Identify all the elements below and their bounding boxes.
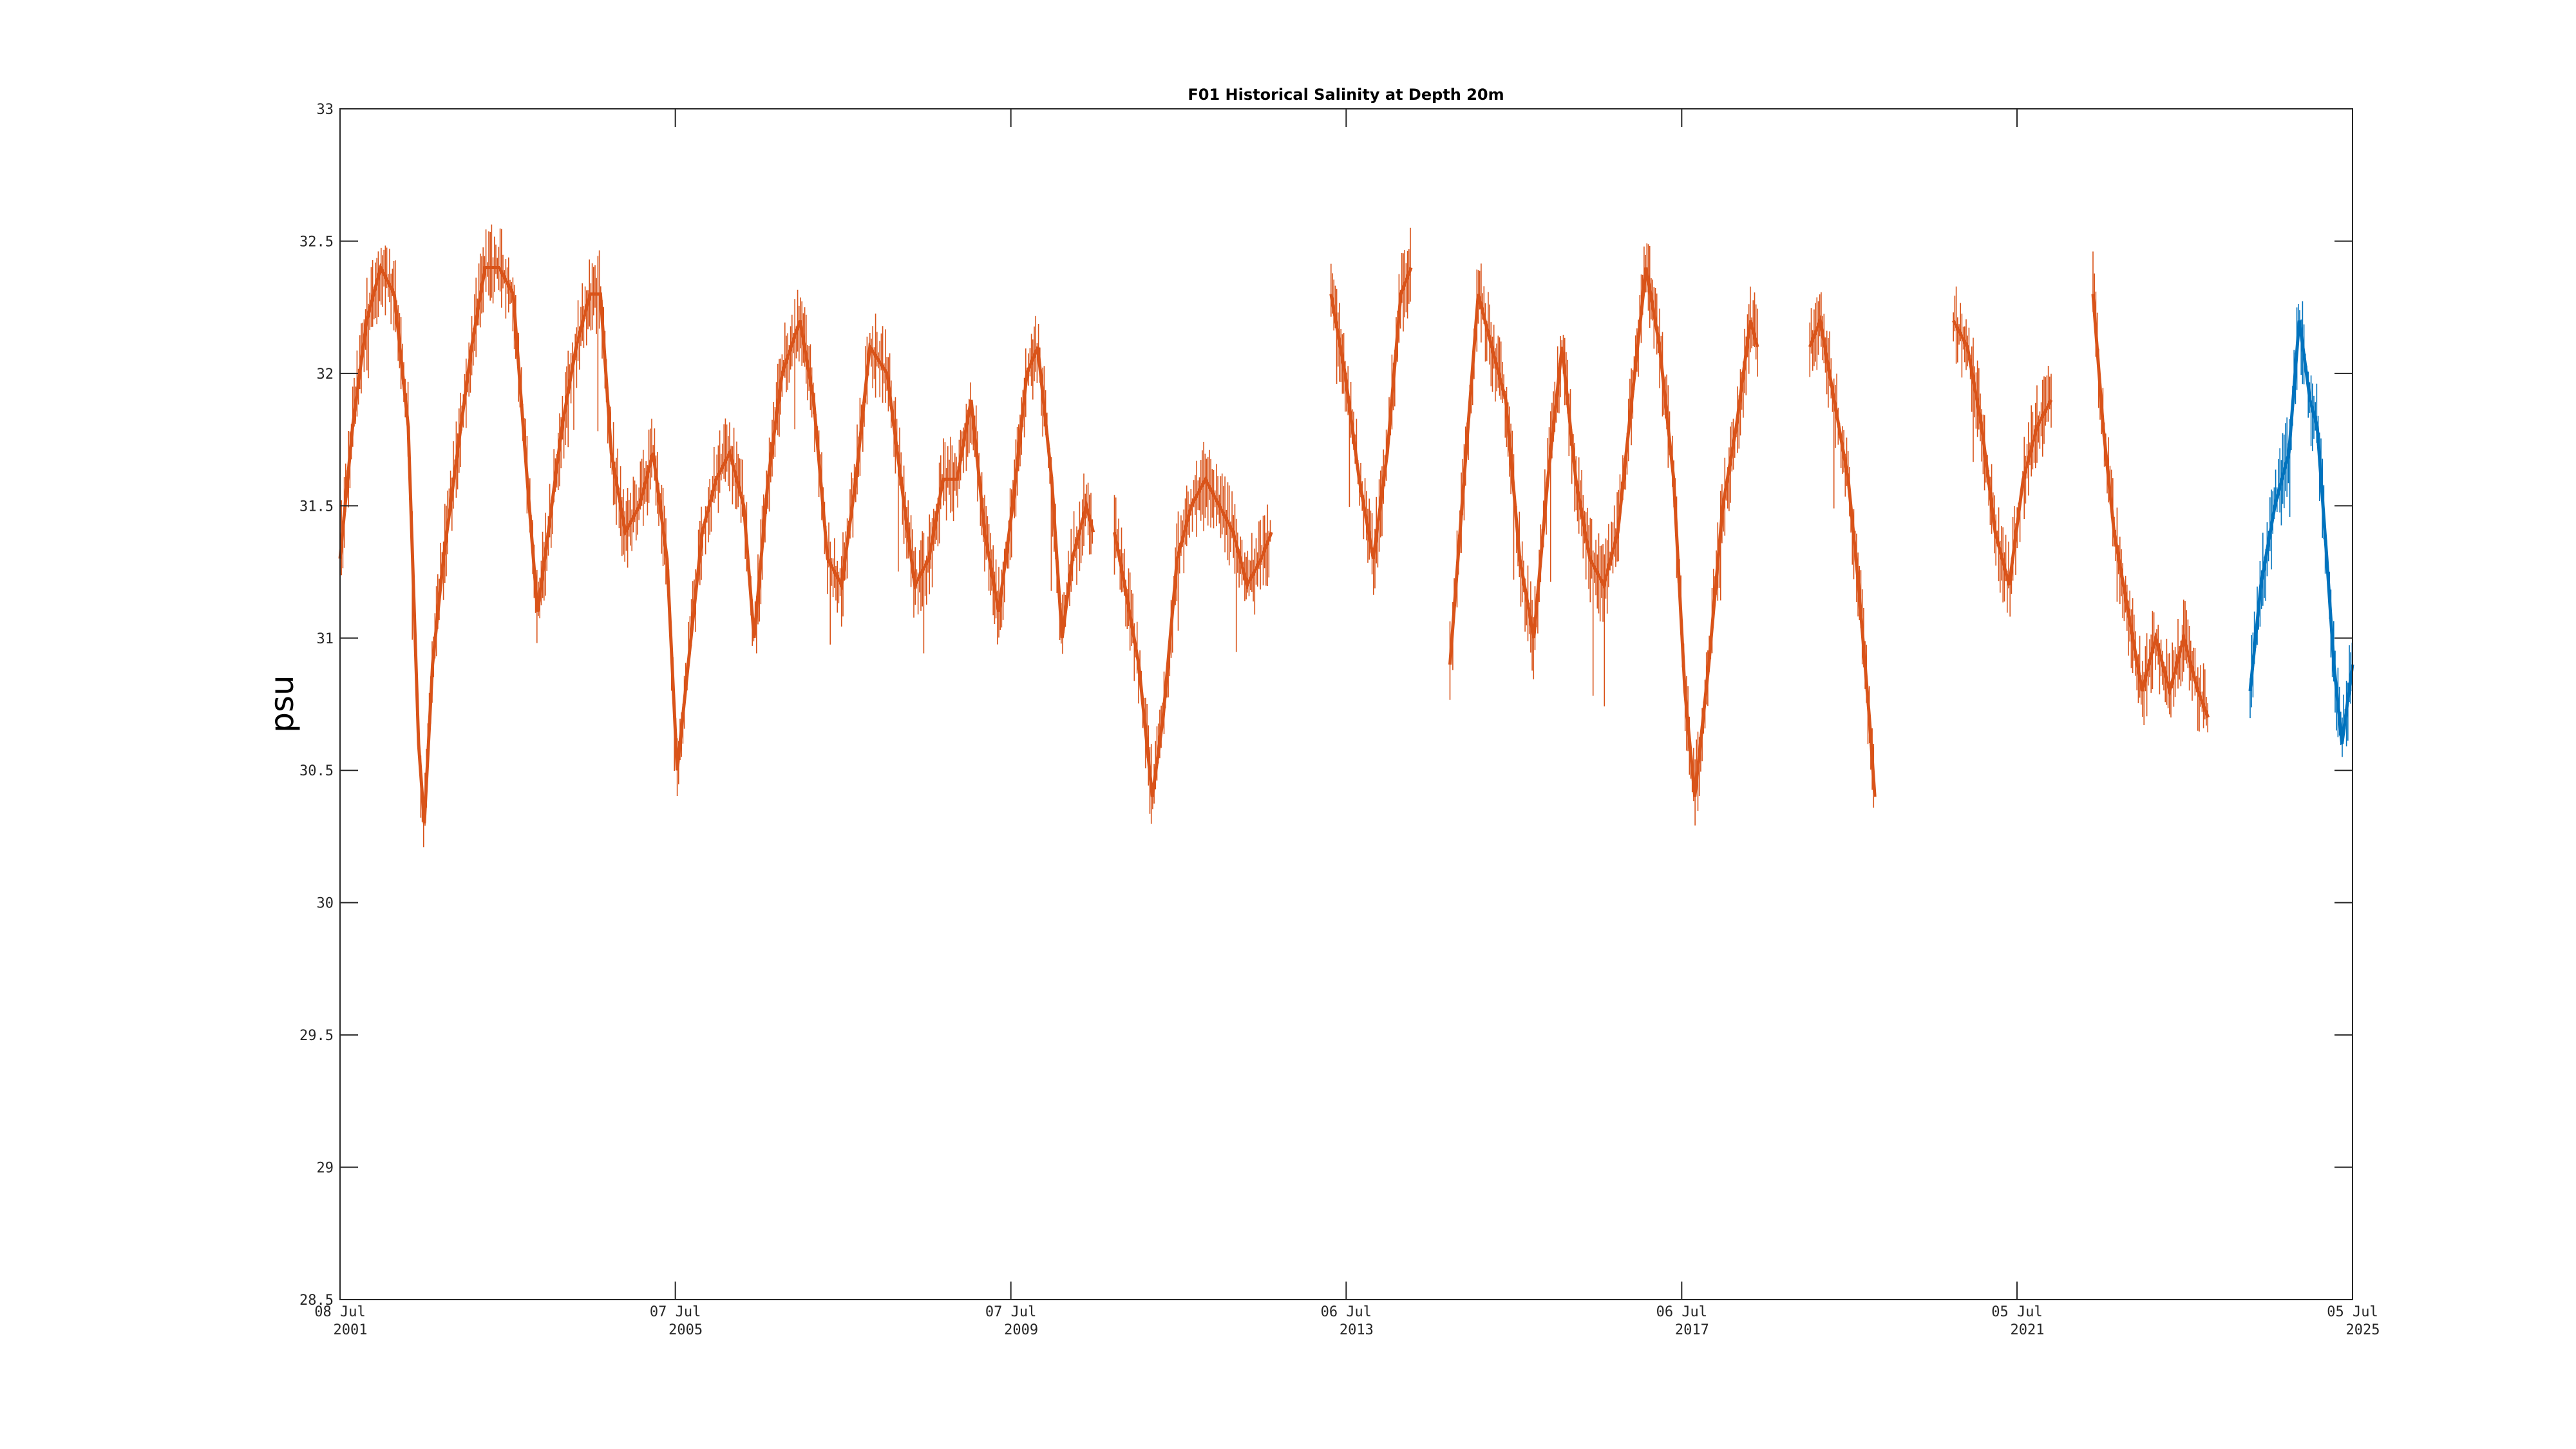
x-tick-label: 2001 [334,1322,368,1338]
x-axis: 08 Jul 2001 07 Jul 2005 07 Jul 2009 06 Jul 2013… [314,109,2380,1338]
x-tick-label: 06 Jul [1321,1304,1372,1320]
series-line-0-0 [338,263,1095,824]
x-tick-label: 07 Jul [650,1304,701,1320]
series-line-1-0 [2248,320,2354,744]
x-tick-label: 06 Jul [1656,1304,1707,1320]
series-line-0-6 [2091,294,2210,718]
x-tick-label: 08 Jul [314,1304,365,1320]
x-tick-label: 2021 [2010,1322,2044,1338]
series-layer [338,224,2354,848]
series-line-0-2 [1329,267,1413,559]
series-line-0-5 [1951,319,2053,586]
chart-title: F01 Historical Salinity at Depth 20m [1188,86,1504,104]
x-tick-label: 05 Jul [2327,1304,2378,1320]
x-tick-label: 05 Jul [1991,1304,2042,1320]
plot-area [340,109,2353,1300]
x-tick-label: 2025 [2346,1322,2380,1338]
series-line-0-1 [1113,475,1273,797]
series-line-0-3 [1448,267,1759,797]
y-tick-label: 32.5 [299,234,334,250]
x-tick-label: 2005 [668,1322,703,1338]
y-tick-label: 29.5 [299,1028,334,1044]
y-tick-label: 31.5 [299,498,334,515]
y-axis: 28.5 29 29.5 30 30.5 31 31.5 32 32.5 33 [299,102,2353,1309]
x-tick-label: 07 Jul [985,1304,1036,1320]
x-tick-label: 2017 [1675,1322,1709,1338]
y-tick-label: 28.5 [299,1293,334,1309]
y-tick-label: 30 [317,896,334,912]
series-line-0-4 [1808,314,1877,797]
y-tick-label: 32 [317,366,334,383]
x-tick-label: 2009 [1004,1322,1038,1338]
y-tick-label: 31 [317,631,334,647]
y-tick-label: 29 [317,1160,334,1177]
y-tick-label: 33 [317,102,334,118]
y-tick-label: 30.5 [299,763,334,779]
x-tick-label: 2013 [1340,1322,1374,1338]
y-axis-label: psu [263,675,301,732]
